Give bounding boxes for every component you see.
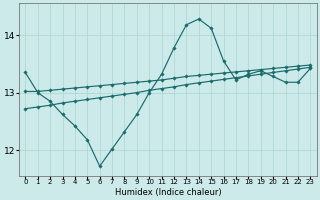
X-axis label: Humidex (Indice chaleur): Humidex (Indice chaleur) bbox=[115, 188, 221, 197]
